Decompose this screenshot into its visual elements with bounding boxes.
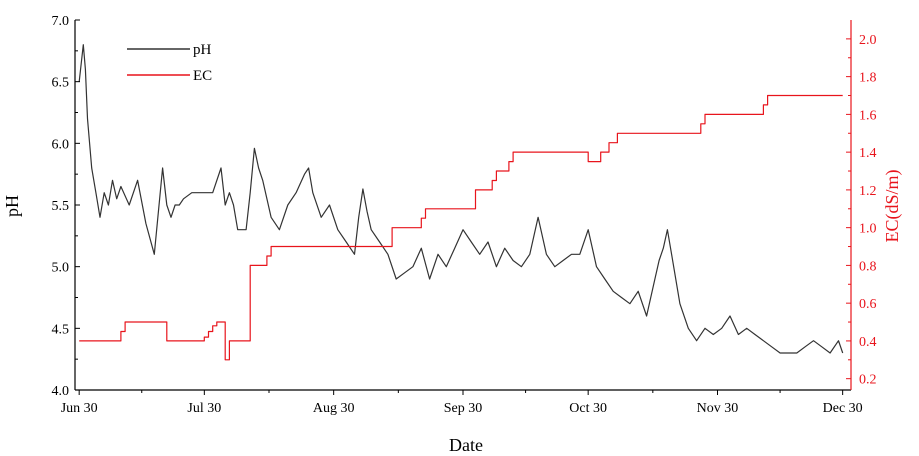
legend-label-ec: EC bbox=[193, 68, 212, 84]
y-right-tick-label: 2.0 bbox=[859, 33, 877, 48]
y-left-tick-label: 6.0 bbox=[52, 137, 70, 152]
x-tick-label: Jun 30 bbox=[61, 401, 98, 416]
y-left-tick-label: 4.5 bbox=[52, 322, 70, 337]
y-axis-title-left: pH bbox=[2, 195, 22, 217]
y-left-tick-label: 7.0 bbox=[52, 14, 70, 29]
x-axis-title: Date bbox=[449, 435, 483, 455]
y-right-tick-label: 1.2 bbox=[859, 184, 877, 199]
y-right-tick-label: 0.4 bbox=[859, 335, 877, 350]
x-tick-label: Aug 30 bbox=[313, 401, 355, 416]
y-right-tick-label: 1.4 bbox=[859, 146, 877, 161]
axes-layer: 4.0 4.5 5.0 5.5 6.0 6.5 7.0 0.2 0.4 0.6 0.8 1.0 1.2 1… bbox=[52, 14, 877, 416]
legend-label-ph: pH bbox=[193, 42, 212, 58]
x-tick-label: Sep 30 bbox=[444, 401, 483, 416]
y-axis-title-right: EC(dS/m) bbox=[882, 169, 903, 242]
y-right-tick-label: 1.0 bbox=[859, 222, 877, 237]
y-right-tick-label: 0.8 bbox=[859, 259, 877, 274]
y-left-tick-label: 4.0 bbox=[52, 384, 70, 399]
legend: pH EC bbox=[127, 42, 212, 84]
series-line-ph bbox=[78, 44, 844, 354]
series-line-ec bbox=[79, 94, 843, 361]
y-right-tick-label: 0.6 bbox=[859, 297, 877, 312]
y-left-tick-label: 5.5 bbox=[52, 199, 70, 214]
series-layer bbox=[78, 44, 844, 361]
x-tick-label: Oct 30 bbox=[569, 401, 607, 416]
x-tick-label: Nov 30 bbox=[697, 401, 739, 416]
x-tick-label: Jul 30 bbox=[187, 401, 221, 416]
y-left-tick-label: 5.0 bbox=[52, 261, 70, 276]
x-tick-label: Dec 30 bbox=[823, 401, 863, 416]
y-right-tick-label: 0.2 bbox=[859, 373, 877, 388]
y-right-tick-label: 1.6 bbox=[859, 108, 877, 123]
y-right-tick-label: 1.8 bbox=[859, 71, 877, 86]
y-left-tick-label: 6.5 bbox=[52, 76, 70, 91]
